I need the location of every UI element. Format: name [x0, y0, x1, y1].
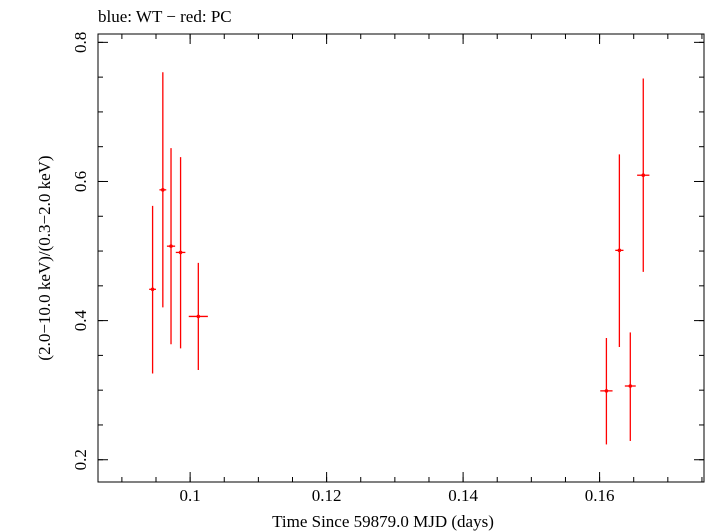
- point-marker: [196, 314, 201, 319]
- data-point: [166, 148, 176, 345]
- data-point: [624, 332, 636, 441]
- point-marker: [178, 250, 183, 255]
- data-points: [149, 72, 650, 445]
- chart-title: blue: WT − red: PC: [98, 7, 232, 26]
- y-tick-label: 0.6: [71, 171, 90, 192]
- point-marker: [628, 384, 633, 388]
- x-axis-label: Time Since 59879.0 MJD (days): [272, 512, 494, 531]
- data-point: [600, 338, 613, 445]
- y-tick-label: 0.8: [71, 32, 90, 53]
- y-axis-label: (2.0−10.0 keV)/(0.3−2.0 keV): [35, 155, 54, 360]
- point-marker: [604, 389, 609, 393]
- x-tick-label: 0.1: [180, 486, 201, 505]
- x-tick-label: 0.12: [312, 486, 342, 505]
- plot-frame: [97, 33, 705, 483]
- y-tick-label: 0.4: [71, 309, 90, 331]
- data-point: [159, 72, 167, 308]
- x-tick-label: 0.16: [585, 486, 615, 505]
- point-marker: [641, 173, 646, 178]
- axes: 0.1 0.12 0.14 0.16 0.2 0.4 0.6 0.8: [71, 32, 704, 505]
- data-point: [149, 205, 157, 374]
- data-point: [175, 157, 186, 349]
- data-point: [637, 78, 650, 272]
- data-point: [188, 262, 208, 370]
- point-marker: [169, 244, 173, 248]
- point-marker: [150, 287, 155, 292]
- point-marker: [617, 248, 622, 253]
- data-point: [615, 154, 624, 348]
- point-marker: [161, 188, 165, 192]
- x-tick-label: 0.14: [448, 486, 478, 505]
- y-tick-label: 0.2: [71, 449, 90, 470]
